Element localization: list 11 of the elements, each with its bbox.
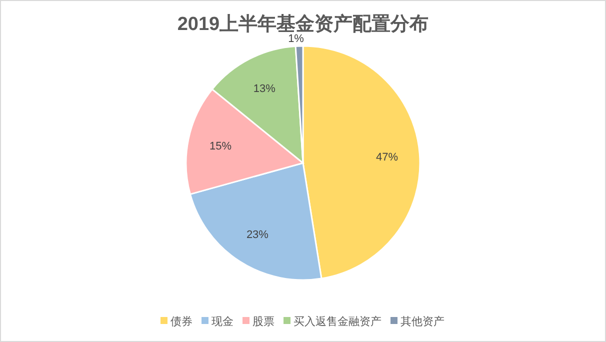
data-label: 47% <box>376 151 398 164</box>
data-label: 13% <box>253 83 276 96</box>
legend-label: 其他资产 <box>400 315 444 328</box>
legend-label: 股票 <box>252 316 274 328</box>
chart-title: 2019上半年基金资产配置分布 <box>177 13 429 35</box>
data-label: 1% <box>288 32 304 45</box>
legend-label: 债券 <box>170 315 192 328</box>
legend-label: 买入返售金融资产 <box>294 315 382 328</box>
data-label: 15% <box>210 140 232 153</box>
data-label: 23% <box>246 228 269 241</box>
legend-label: 现金 <box>212 316 234 328</box>
